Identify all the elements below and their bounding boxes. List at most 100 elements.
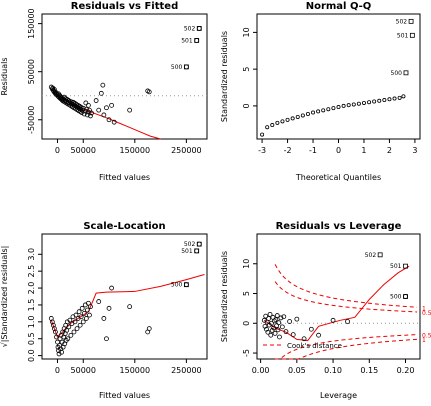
- panel-title: Normal Q-Q: [306, 1, 372, 12]
- qq-point: [326, 107, 331, 112]
- y-tick-label: 150000: [27, 8, 36, 39]
- data-point: [194, 248, 200, 254]
- data-point: [68, 332, 74, 338]
- outlier-point: [194, 248, 200, 254]
- y-axis-label: Residuals: [0, 58, 9, 96]
- y-tick-label: 1.0: [27, 315, 36, 328]
- outlier-point: [196, 26, 202, 31]
- y-tick-label: 50000: [27, 59, 36, 84]
- data-point: [106, 117, 112, 123]
- data-point: [87, 312, 92, 318]
- panel-title: Residuals vs Leverage: [276, 221, 402, 232]
- qq-point: [336, 105, 341, 110]
- panel-4: Residuals vs Leverage 0.00 0.05 0.10 0.15 0.2…: [220, 221, 431, 400]
- y-axis-label: Standardized residuals: [220, 251, 229, 342]
- panel-title: Residuals vs Fitted: [71, 1, 178, 12]
- data-point: [271, 325, 277, 331]
- x-tick-label: 250000: [171, 146, 202, 155]
- data-point: [308, 326, 314, 332]
- x-tick-label: 250000: [171, 366, 202, 375]
- data-point: [109, 102, 115, 108]
- cooks-level-label: 1: [422, 305, 426, 312]
- outlier-point: [377, 252, 383, 258]
- qq-point: [377, 98, 382, 103]
- qq-point: [280, 119, 285, 124]
- data-point: [106, 305, 112, 311]
- outlier-label: 500: [390, 294, 402, 301]
- data-point: [71, 329, 77, 335]
- qq-point: [316, 109, 321, 114]
- y-tick-label: -5: [242, 349, 251, 357]
- qq-point: [275, 120, 280, 125]
- qq-point: [270, 123, 275, 128]
- data-point: [301, 336, 307, 342]
- data-point: [283, 329, 289, 335]
- data-point: [278, 315, 284, 321]
- cooks-level-label: 1: [422, 337, 426, 344]
- data-point: [88, 304, 93, 310]
- data-point: [55, 339, 60, 345]
- data-point: [266, 316, 271, 321]
- qq-point: [290, 116, 295, 121]
- qq-point: [321, 108, 326, 113]
- data-point: [273, 317, 279, 323]
- qq-point: [392, 96, 397, 101]
- qq-point: [372, 99, 377, 104]
- data-point: [72, 319, 78, 325]
- data-point: [274, 313, 280, 318]
- data-point: [104, 336, 109, 342]
- qq-point: [300, 113, 305, 118]
- data-point: [65, 336, 71, 342]
- data-point: [64, 327, 70, 333]
- data-point: [267, 311, 273, 317]
- x-tick-label: 50000: [71, 366, 96, 375]
- cooks-level-label: 0.5: [422, 310, 431, 317]
- data-point: [194, 38, 200, 43]
- data-point: [275, 327, 281, 333]
- data-point: [100, 82, 106, 88]
- y-tick-label: 2.5: [27, 265, 36, 278]
- panel-title: Scale-Location: [83, 221, 165, 232]
- x-tick-label: 1: [361, 146, 366, 155]
- x-axis-label: Fitted values: [99, 173, 150, 182]
- plot-frame: [256, 233, 421, 360]
- data-point: [96, 107, 102, 113]
- y-tick-label: 5: [242, 67, 251, 72]
- data-point: [111, 119, 117, 125]
- data-point: [86, 102, 91, 108]
- qq-point: [285, 117, 290, 122]
- qq-point: [265, 125, 270, 130]
- data-point: [81, 310, 87, 316]
- outlier-point: [194, 38, 200, 43]
- cooks-distance-line-upper: [274, 264, 418, 308]
- data-point: [51, 87, 57, 92]
- outlier-point: [183, 64, 189, 70]
- data-point: [265, 329, 271, 335]
- outlier-point: [403, 263, 408, 269]
- data-point: [146, 326, 152, 331]
- data-point: [89, 110, 94, 116]
- qq-point: [401, 94, 406, 99]
- data-point: [276, 320, 282, 326]
- data-point: [294, 316, 300, 322]
- y-axis-label: √|Standardized residuals|: [0, 246, 9, 348]
- outlier-label: 500: [171, 64, 183, 71]
- qq-point: [382, 98, 387, 103]
- panel-2: Normal Q-Q -3 -2 -1 0 1 2 3 0 5 10 Theoretical Quan…: [220, 1, 421, 182]
- y-tick-label: 0: [242, 321, 251, 326]
- outlier-label: 500: [171, 282, 183, 289]
- y-tick-label: -50000: [27, 106, 36, 134]
- outlier-point: [403, 70, 409, 76]
- data-point: [268, 332, 274, 338]
- data-point: [53, 329, 58, 335]
- data-point: [287, 319, 293, 324]
- y-tick-label: 5: [242, 291, 251, 296]
- data-point: [272, 331, 278, 336]
- data-point: [86, 300, 91, 306]
- panel-3: Scale-Location 0 50000 150000 250000 0.0 0.5 1.…: [0, 221, 208, 400]
- qq-point: [367, 100, 372, 105]
- outlier-point: [196, 241, 202, 247]
- panel-1: Residuals vs Fitted 0 50000 150000 250000 -50…: [0, 1, 208, 182]
- x-tick-label: 150000: [120, 366, 151, 375]
